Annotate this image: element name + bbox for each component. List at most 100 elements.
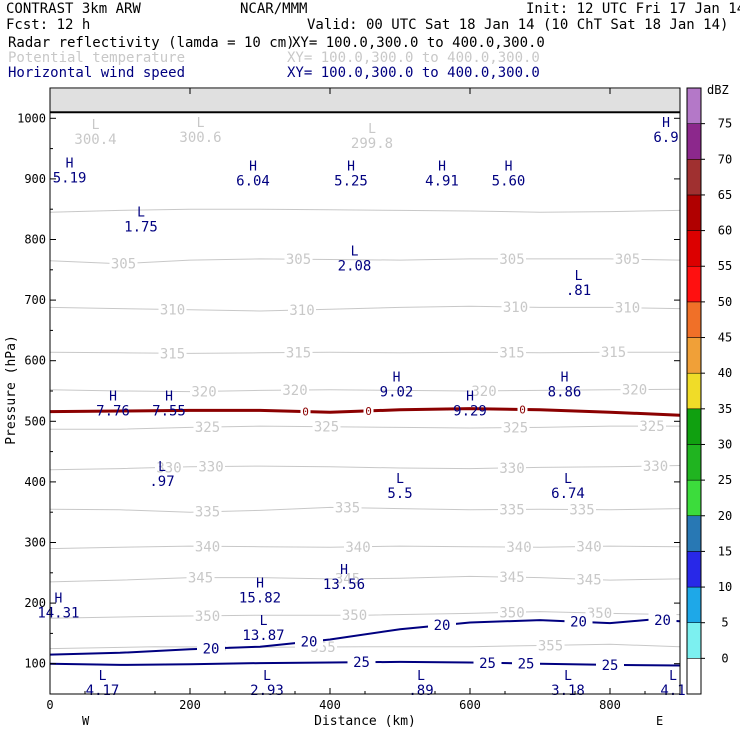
- theta-label-340-2: 340: [506, 540, 531, 556]
- colorbar-label-9: 45: [718, 331, 732, 345]
- init-time: Init: 12 UTC Fri 17 Jan 14: [526, 1, 740, 17]
- extremum-type-3: L: [564, 669, 572, 684]
- extremum-type-2: L: [417, 669, 425, 684]
- wind-label-bg-20-0: [197, 641, 225, 656]
- theta-label-bg-320-0: [190, 384, 218, 399]
- extremum-type-11: L: [158, 460, 166, 475]
- theta-label-bg-320-2: [470, 383, 498, 398]
- theta-label-335-3: 335: [569, 503, 594, 519]
- theta-line-305: [49, 258, 681, 265]
- theta-label-310-1: 310: [289, 303, 314, 319]
- theta-label-bg-340-1: [344, 539, 372, 554]
- colorbar-label-12: 60: [718, 224, 732, 238]
- wind-label-25-0: 25: [353, 655, 370, 671]
- wind-label-20-1: 20: [301, 635, 318, 651]
- theta-label-315-1: 315: [286, 345, 311, 361]
- model-title: CONTRAST 3km ARW: [6, 1, 141, 17]
- theta-label-330-0: 330: [156, 460, 181, 476]
- extremum-type-28: L: [368, 122, 376, 137]
- theta-label-340-0: 340: [195, 539, 220, 555]
- theta-label-bg-330-3: [641, 458, 670, 473]
- theta-label-bg-335-0: [193, 504, 222, 519]
- theta-label-305-2: 305: [499, 252, 524, 268]
- colorbar-segment-4: [686, 515, 702, 552]
- wind-label-25-3: 25: [602, 658, 619, 674]
- colorbar-segment-2: [686, 586, 702, 623]
- field-name-reflectivity: Radar reflectivity (lamda = 10 cm): [8, 35, 295, 51]
- wind-label-bg-25-0: [347, 655, 376, 670]
- wind-label-bg-20-1: [295, 634, 323, 649]
- zero-label-2: 0: [519, 403, 526, 416]
- wind-contours: 25 25 25 25 20 20 20 20 20: [49, 613, 681, 674]
- y-tick-label-8: 900: [24, 172, 46, 186]
- colorbar-label-10: 50: [718, 295, 732, 309]
- y-axis-label: Pressure (hPa): [4, 335, 19, 445]
- wind-label-bg-25-2: [512, 656, 540, 671]
- wind-label-bg-25-1: [473, 655, 502, 670]
- extremum-type-1: L: [263, 669, 271, 684]
- theta-label-bg-320-3: [620, 382, 649, 397]
- zero-isotherm: 0 0 0: [49, 403, 681, 419]
- theta-label-320-0: 320: [191, 384, 216, 400]
- y-tick-label-3: 400: [24, 475, 46, 489]
- extremum-type-25: H: [662, 116, 670, 131]
- x-tick-label-2: 400: [319, 698, 341, 712]
- colorbar-label-14: 70: [718, 152, 732, 166]
- theta-line-330: [49, 465, 681, 471]
- theta-label-340-3: 340: [576, 539, 601, 555]
- wind-label-bg-20-4: [648, 613, 677, 628]
- theta-label-bg-345-1: [333, 571, 362, 586]
- extremum-type-24: H: [505, 159, 513, 174]
- theta-label-315-2: 315: [499, 346, 524, 362]
- y-tick-label-4: 500: [24, 414, 46, 428]
- theta-label-335-1: 335: [335, 501, 360, 517]
- theta-label-350-2: 350: [499, 605, 524, 621]
- extremum-type-16: H: [561, 370, 569, 385]
- theta-label-330-2: 330: [499, 461, 524, 477]
- extremum-type-6: H: [54, 591, 62, 606]
- theta-label-bg-345-2: [498, 570, 526, 585]
- theta-label-305-3: 305: [615, 252, 640, 268]
- extremum-type-17: L: [575, 269, 583, 284]
- x-tick-label-3: 600: [459, 698, 481, 712]
- extremum-value-25: 6.9: [653, 130, 678, 146]
- extremum-type-27: L: [197, 116, 205, 131]
- extremum-type-20: H: [66, 156, 74, 171]
- theta-line-300: [49, 208, 681, 213]
- extremum-type-12: H: [109, 390, 117, 405]
- extremum-type-0: L: [99, 669, 107, 684]
- wind-line-20: [49, 618, 681, 656]
- extremum-value-18: 2.08: [338, 258, 372, 274]
- zero-label-bg-0: [300, 406, 311, 417]
- theta-label-320-1: 320: [282, 383, 307, 399]
- theta-label-bg-325-3: [638, 419, 666, 434]
- theta-label-bg-320-1: [281, 383, 309, 398]
- colorbar-segment-0: [686, 658, 702, 695]
- forecast-hour: Fcst: 12 h: [6, 17, 91, 33]
- theta-label-bg-305-2: [498, 251, 526, 266]
- extremum-type-9: L: [396, 472, 404, 487]
- theta-label-bg-315-2: [498, 345, 526, 360]
- theta-label-325-0: 325: [195, 420, 220, 436]
- colorbar-frame: [686, 87, 702, 695]
- extremum-value-7: 15.82: [239, 590, 281, 606]
- colorbar-label-2: 10: [718, 580, 732, 594]
- theta-label-330-3: 330: [643, 459, 668, 475]
- colorbar-segment-6: [686, 444, 702, 481]
- colorbar-segment-9: [686, 337, 702, 374]
- extremum-value-21: 6.04: [236, 173, 270, 189]
- x-tick-label-4: 800: [599, 698, 621, 712]
- extremum-type-21: H: [249, 159, 257, 174]
- theta-label-310-3: 310: [615, 301, 640, 317]
- zero-label-1: 0: [365, 405, 372, 418]
- colorbar-label-11: 55: [718, 259, 732, 273]
- theta-label-335-2: 335: [499, 502, 524, 518]
- theta-label-bg-350-2: [498, 605, 526, 620]
- theta-label-bg-310-2: [501, 299, 530, 314]
- colorbar: 0 5 10 15 20 25 30 35 40 45 50 55 60 65 70 75: [686, 87, 732, 695]
- extremum-value-13: 7.55: [152, 404, 186, 420]
- extremum-value-12: 7.76: [96, 404, 130, 420]
- theta-label-315-0: 315: [160, 346, 185, 362]
- colorbar-label-0: 0: [721, 651, 728, 665]
